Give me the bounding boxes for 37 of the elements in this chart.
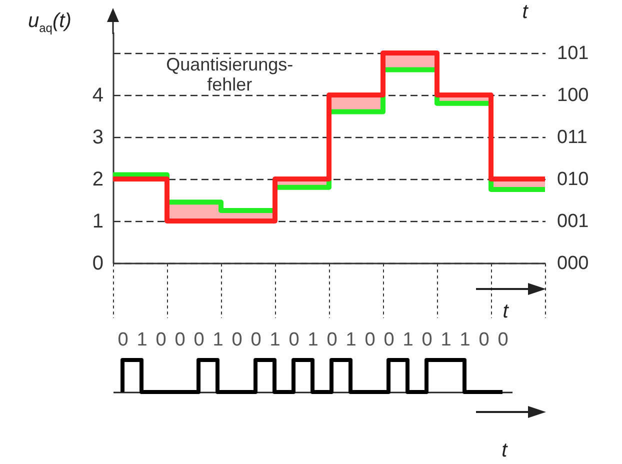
x-tick-label: 0	[498, 330, 508, 350]
x-tick-label: 0	[422, 330, 432, 350]
x-tick-label: 1	[440, 330, 452, 350]
x-tick-label: 1	[346, 330, 356, 350]
y-tick-label: 4	[92, 84, 104, 106]
x-tick-label: 0	[194, 330, 204, 350]
text: 000	[557, 253, 589, 274]
x-axis-title: t	[502, 300, 510, 322]
x-tick-label: 0	[156, 330, 166, 350]
x-tick-label: 1	[212, 330, 224, 350]
annotation: Quantisierungs-fehler	[166, 54, 294, 94]
text: 001	[557, 211, 589, 232]
text: 010	[557, 169, 589, 190]
x-tick-label: 1	[270, 330, 280, 350]
y-tick-label: 0	[92, 252, 104, 274]
y2-axis-title: t	[522, 1, 530, 23]
text: 011	[557, 127, 588, 148]
x-tick-label: 0	[232, 330, 242, 350]
y-axis-title: u$_{aq}$(t)	[28, 10, 72, 35]
x-tick-label: 0	[174, 330, 186, 350]
x-tick-label: 1	[136, 330, 148, 350]
x-tick-label: 1	[460, 330, 470, 350]
x-tick-label: 0	[326, 330, 338, 350]
x-tick-label: 0	[384, 330, 394, 350]
text: 100	[557, 85, 589, 106]
x-tick-label: 0	[364, 330, 376, 350]
x-axis-title: t	[502, 440, 509, 462]
x-tick-label: 0	[118, 330, 128, 350]
x-tick-label: 1	[402, 330, 414, 350]
y-tick-label: 2	[92, 168, 104, 190]
x-tick-label: 0	[288, 330, 300, 350]
x-tick-label: 1	[308, 330, 318, 350]
y-tick-label: 1	[92, 210, 104, 232]
text: 101	[557, 43, 589, 64]
y-tick-label: 3	[92, 126, 104, 148]
x-tick-label: 0	[478, 330, 490, 350]
x-tick-label: 0	[250, 330, 262, 350]
